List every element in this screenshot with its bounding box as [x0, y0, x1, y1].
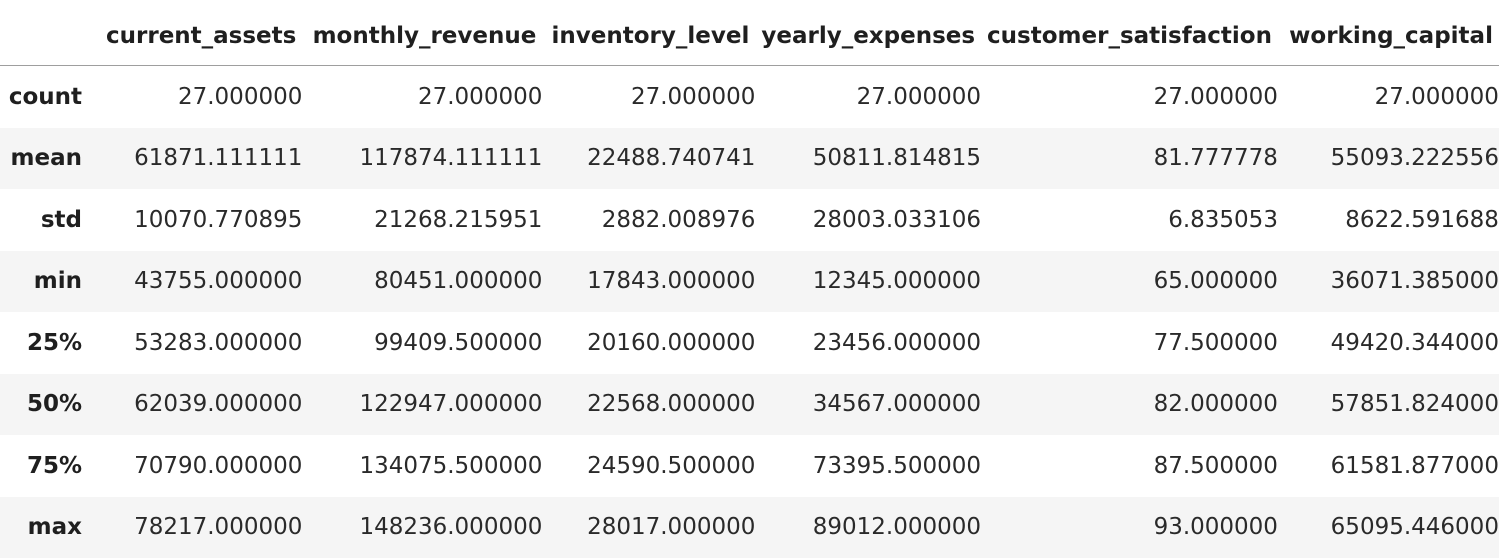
- table-cell: 57851.824000: [1278, 374, 1499, 436]
- table-cell: 65.000000: [981, 251, 1278, 313]
- table-cell: 22568.000000: [542, 374, 755, 436]
- table-cell: 89012.000000: [755, 497, 981, 558]
- table-cell: 148236.000000: [302, 497, 542, 558]
- table-cell: 82.000000: [981, 374, 1278, 436]
- table-cell: 117874.111111: [302, 128, 542, 190]
- table-cell: 43755.000000: [100, 251, 302, 313]
- row-index-label: mean: [0, 128, 100, 190]
- column-header: working_capital: [1278, 6, 1499, 66]
- table-cell: 62039.000000: [100, 374, 302, 436]
- table-row: mean 61871.111111 117874.111111 22488.74…: [0, 128, 1499, 190]
- table-cell: 17843.000000: [542, 251, 755, 313]
- table-cell: 23456.000000: [755, 312, 981, 374]
- table-row: 25% 53283.000000 99409.500000 20160.0000…: [0, 312, 1499, 374]
- table-cell: 77.500000: [981, 312, 1278, 374]
- table-cell: 99409.500000: [302, 312, 542, 374]
- table-cell: 80451.000000: [302, 251, 542, 313]
- table-cell: 78217.000000: [100, 497, 302, 558]
- index-header-corner: [0, 6, 100, 66]
- table-cell: 73395.500000: [755, 435, 981, 497]
- table-cell: 27.000000: [100, 66, 302, 128]
- table-cell: 27.000000: [302, 66, 542, 128]
- table-cell: 27.000000: [542, 66, 755, 128]
- table-cell: 12345.000000: [755, 251, 981, 313]
- table-cell: 70790.000000: [100, 435, 302, 497]
- describe-table: current_assets monthly_revenue inventory…: [0, 6, 1499, 558]
- header-row: current_assets monthly_revenue inventory…: [0, 6, 1499, 66]
- table-cell: 49420.344000: [1278, 312, 1499, 374]
- table-cell: 21268.215951: [302, 189, 542, 251]
- table-cell: 20160.000000: [542, 312, 755, 374]
- row-index-label: count: [0, 66, 100, 128]
- table-row: max 78217.000000 148236.000000 28017.000…: [0, 497, 1499, 558]
- row-index-label: 25%: [0, 312, 100, 374]
- table-cell: 50811.814815: [755, 128, 981, 190]
- row-index-label: max: [0, 497, 100, 558]
- table-cell: 34567.000000: [755, 374, 981, 436]
- table-cell: 61581.877000: [1278, 435, 1499, 497]
- table-cell: 81.777778: [981, 128, 1278, 190]
- table-row: std 10070.770895 21268.215951 2882.00897…: [0, 189, 1499, 251]
- table-cell: 36071.385000: [1278, 251, 1499, 313]
- table-cell: 28003.033106: [755, 189, 981, 251]
- table-cell: 24590.500000: [542, 435, 755, 497]
- table-cell: 22488.740741: [542, 128, 755, 190]
- table-cell: 61871.111111: [100, 128, 302, 190]
- row-index-label: 50%: [0, 374, 100, 436]
- table-cell: 27.000000: [981, 66, 1278, 128]
- row-index-label: std: [0, 189, 100, 251]
- row-index-label: 75%: [0, 435, 100, 497]
- table-cell: 53283.000000: [100, 312, 302, 374]
- table-body: count 27.000000 27.000000 27.000000 27.0…: [0, 66, 1499, 558]
- table-cell: 8622.591688: [1278, 189, 1499, 251]
- table-cell: 27.000000: [1278, 66, 1499, 128]
- column-header: monthly_revenue: [302, 6, 542, 66]
- table-cell: 28017.000000: [542, 497, 755, 558]
- table-cell: 93.000000: [981, 497, 1278, 558]
- table-cell: 10070.770895: [100, 189, 302, 251]
- column-header: inventory_level: [542, 6, 755, 66]
- column-header: customer_satisfaction: [981, 6, 1278, 66]
- table-cell: 55093.222556: [1278, 128, 1499, 190]
- table-cell: 122947.000000: [302, 374, 542, 436]
- table-cell: 134075.500000: [302, 435, 542, 497]
- column-header: yearly_expenses: [755, 6, 981, 66]
- table-row: count 27.000000 27.000000 27.000000 27.0…: [0, 66, 1499, 128]
- table-cell: 65095.446000: [1278, 497, 1499, 558]
- table-cell: 87.500000: [981, 435, 1278, 497]
- table-cell: 2882.008976: [542, 189, 755, 251]
- table-row: min 43755.000000 80451.000000 17843.0000…: [0, 251, 1499, 313]
- row-index-label: min: [0, 251, 100, 313]
- table-cell: 27.000000: [755, 66, 981, 128]
- table-row: 75% 70790.000000 134075.500000 24590.500…: [0, 435, 1499, 497]
- table-header: current_assets monthly_revenue inventory…: [0, 6, 1499, 66]
- table-row: 50% 62039.000000 122947.000000 22568.000…: [0, 374, 1499, 436]
- table-cell: 6.835053: [981, 189, 1278, 251]
- column-header: current_assets: [100, 6, 302, 66]
